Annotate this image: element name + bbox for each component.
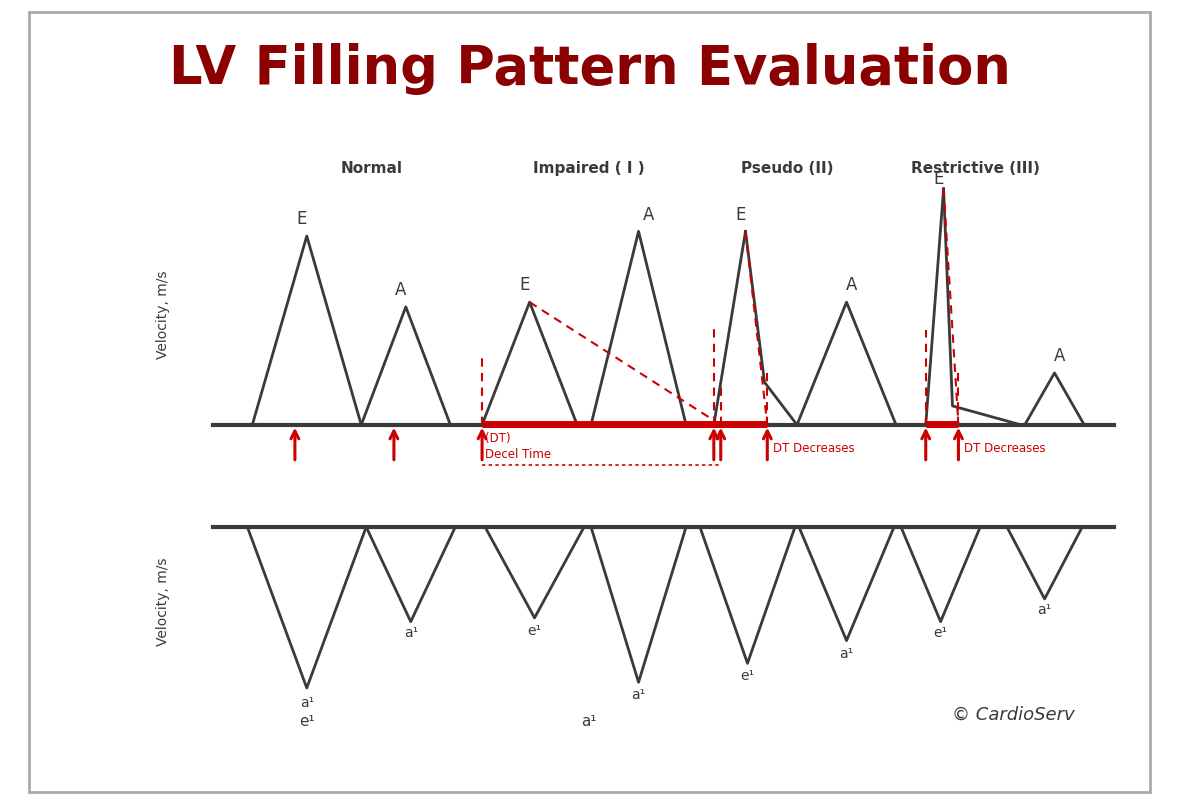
Text: A: A (1054, 347, 1065, 365)
Text: DT Decreases: DT Decreases (773, 442, 855, 455)
Text: E: E (934, 170, 944, 188)
Text: a¹: a¹ (1038, 603, 1052, 617)
Text: A: A (395, 281, 407, 299)
Text: A: A (845, 276, 857, 294)
Text: a¹: a¹ (403, 626, 417, 640)
Text: e¹: e¹ (299, 713, 315, 729)
Text: E: E (736, 205, 746, 224)
Text: Normal: Normal (341, 161, 402, 175)
Text: e¹: e¹ (527, 624, 541, 638)
Text: Velocity, m/s: Velocity, m/s (156, 271, 170, 360)
Text: a¹: a¹ (839, 646, 854, 661)
Text: a¹: a¹ (632, 688, 646, 702)
Text: E: E (297, 210, 307, 229)
Text: LV Filling Pattern Evaluation: LV Filling Pattern Evaluation (169, 43, 1010, 95)
Text: a¹: a¹ (581, 713, 597, 729)
Text: Restrictive (III): Restrictive (III) (911, 161, 1040, 175)
Text: Impaired ( I ): Impaired ( I ) (533, 161, 645, 175)
Text: A: A (643, 205, 654, 224)
Text: © CardioServ: © CardioServ (951, 706, 1074, 724)
Text: (DT)
Decel Time: (DT) Decel Time (485, 431, 551, 461)
Text: E: E (520, 276, 529, 294)
Text: Pseudo (II): Pseudo (II) (740, 161, 834, 175)
Text: Velocity, m/s: Velocity, m/s (156, 558, 170, 646)
Text: e¹: e¹ (740, 669, 755, 684)
Text: a¹: a¹ (299, 696, 314, 710)
Text: e¹: e¹ (934, 626, 948, 640)
Text: DT Decreases: DT Decreases (964, 442, 1046, 455)
